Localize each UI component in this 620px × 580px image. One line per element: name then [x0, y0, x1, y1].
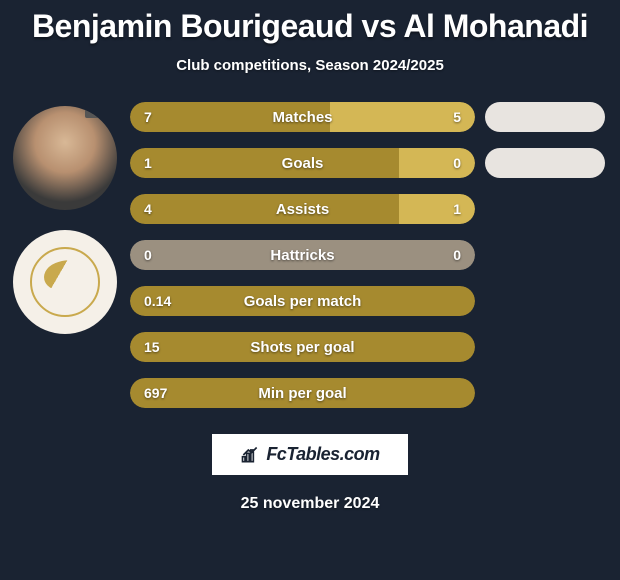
comparison-card: Benjamin Bourigeaud vs Al Mohanadi Club …: [0, 0, 620, 580]
pills-column: [485, 102, 605, 408]
stat-label: Hattricks: [130, 247, 475, 264]
team-avatar: [13, 230, 117, 334]
stat-label: Matches: [130, 109, 475, 126]
chart-icon: [240, 445, 260, 465]
page-subtitle: Club competitions, Season 2024/2025: [176, 57, 444, 74]
team-logo-icon: [30, 247, 100, 317]
stats-column: 75Matches 10Goals 41Assists 00Hattricks 0.14…: [130, 102, 475, 408]
date-label: 25 november 2024: [241, 495, 380, 513]
stat-bar: 697Min per goal: [130, 378, 475, 408]
stat-bar: 75Matches: [130, 102, 475, 132]
stat-label: Goals per match: [130, 293, 475, 310]
stat-bar: 00Hattricks: [130, 240, 475, 270]
content-row: 75Matches 10Goals 41Assists 00Hattricks 0.14…: [0, 102, 620, 408]
avatars-column: [10, 102, 120, 408]
stat-label: Min per goal: [130, 385, 475, 402]
brand-text: FcTables.com: [266, 444, 379, 465]
side-pill: [485, 102, 605, 132]
player-avatar: [13, 106, 117, 210]
stat-bar: 10Goals: [130, 148, 475, 178]
side-pill: [485, 148, 605, 178]
stat-bar: 15Shots per goal: [130, 332, 475, 362]
brand-badge[interactable]: FcTables.com: [210, 432, 409, 477]
stat-label: Shots per goal: [130, 339, 475, 356]
stat-label: Assists: [130, 201, 475, 218]
footer: FcTables.com 25 november 2024: [210, 432, 409, 513]
stat-label: Goals: [130, 155, 475, 172]
stat-bar: 41Assists: [130, 194, 475, 224]
page-title: Benjamin Bourigeaud vs Al Mohanadi: [32, 8, 588, 45]
stat-bar: 0.14Goals per match: [130, 286, 475, 316]
